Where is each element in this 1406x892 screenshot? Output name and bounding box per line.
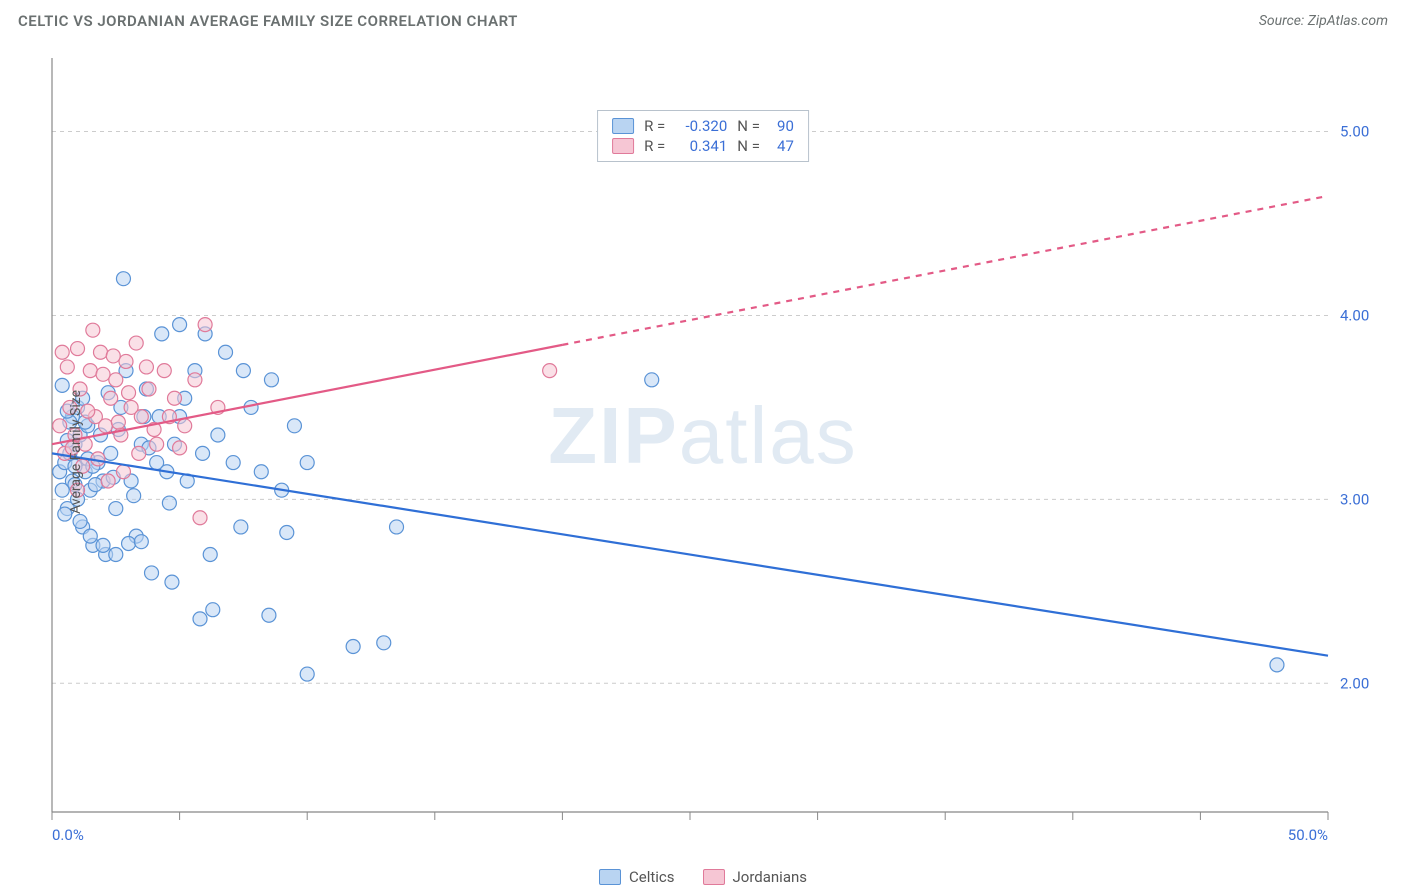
r-value-jordanians: 0.341	[675, 137, 727, 155]
trend-lines	[52, 196, 1328, 656]
n-label: N =	[737, 137, 760, 155]
legend-item-jordanians: Jordanians	[703, 868, 808, 886]
y-axis-label: Average Family Size	[68, 390, 84, 514]
chart-title: CELTIC VS JORDANIAN AVERAGE FAMILY SIZE …	[18, 12, 518, 30]
source-name: ZipAtlas.com	[1308, 13, 1388, 29]
legend-label-celtics: Celtics	[629, 868, 675, 886]
n-value-jordanians: 47	[770, 137, 794, 155]
x-axis-max-label: 50.0%	[1288, 826, 1328, 844]
r-label: R =	[644, 117, 665, 135]
svg-text:4.00: 4.00	[1340, 306, 1369, 324]
x-ticks	[52, 812, 1328, 820]
r-value-celtics: -0.320	[675, 117, 727, 135]
swatch-celtics	[612, 118, 634, 134]
legend-label-jordanians: Jordanians	[733, 868, 808, 886]
stats-row-celtics: R = -0.320 N = 90	[612, 117, 794, 135]
n-label: N =	[737, 117, 760, 135]
chart-area: Average Family Size ZIPatlas 2.003.004.0…	[18, 52, 1388, 852]
source-prefix: Source:	[1259, 13, 1308, 29]
header: CELTIC VS JORDANIAN AVERAGE FAMILY SIZE …	[0, 0, 1406, 38]
y-tick-labels: 2.00 3.00 4.00 5.00	[1340, 123, 1369, 693]
svg-text:3.00: 3.00	[1340, 490, 1369, 508]
chart-svg: 2.00 3.00 4.00 5.00 0.0% 50.0%	[18, 52, 1388, 852]
legend-swatch-celtics	[599, 869, 621, 885]
swatch-jordanians	[612, 138, 634, 154]
source-attribution: Source: ZipAtlas.com	[1259, 13, 1388, 29]
legend-item-celtics: Celtics	[599, 868, 675, 886]
n-value-celtics: 90	[770, 117, 794, 135]
svg-text:2.00: 2.00	[1340, 674, 1369, 692]
axes	[52, 58, 1328, 812]
stats-row-jordanians: R = 0.341 N = 47	[612, 137, 794, 155]
x-axis-min-label: 0.0%	[52, 826, 84, 844]
svg-text:5.00: 5.00	[1340, 123, 1369, 141]
legend-swatch-jordanians	[703, 869, 725, 885]
r-label: R =	[644, 137, 665, 155]
chart-container: CELTIC VS JORDANIAN AVERAGE FAMILY SIZE …	[0, 0, 1406, 892]
bottom-legend: Celtics Jordanians	[0, 868, 1406, 886]
stats-legend-box: R = -0.320 N = 90 R = 0.341 N = 47	[597, 110, 809, 162]
